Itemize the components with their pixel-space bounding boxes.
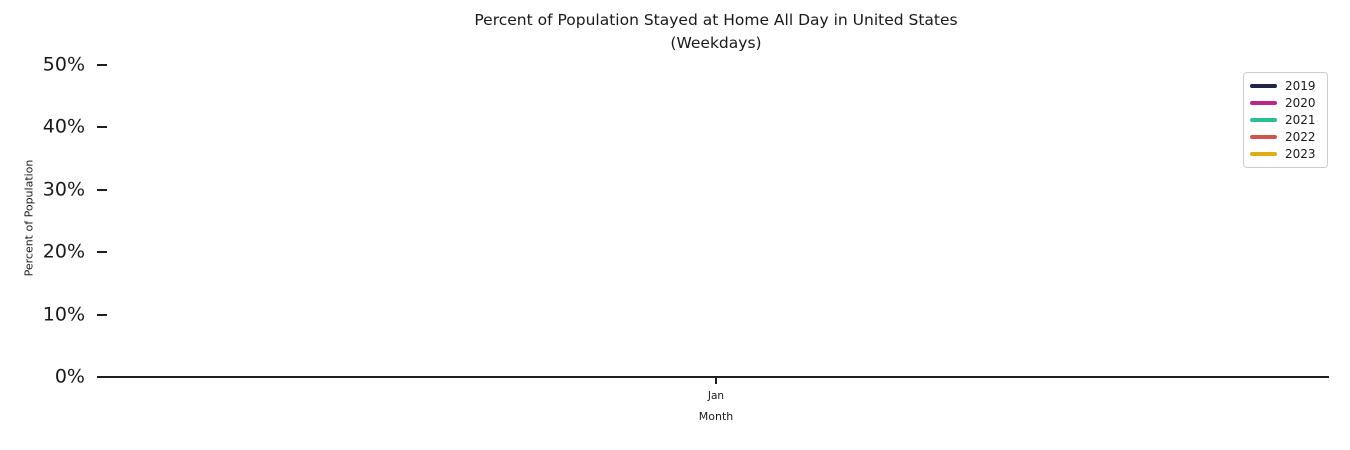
x-axis-line: [97, 376, 1329, 378]
legend-label: 2019: [1285, 79, 1316, 93]
legend-label: 2023: [1285, 147, 1316, 161]
y-tick-label: 30%: [42, 178, 85, 201]
legend-item-2019: 2019: [1250, 80, 1321, 92]
legend-item-2022: 2022: [1250, 131, 1321, 143]
y-tick-label: 40%: [42, 115, 85, 138]
y-tick-mark: [97, 126, 107, 129]
x-tick-label: Jan: [707, 390, 725, 402]
legend-label: 2021: [1285, 113, 1316, 127]
legend-line-2019-icon: [1250, 84, 1277, 88]
legend-label: 2022: [1285, 130, 1316, 144]
legend-line-2023-icon: [1250, 152, 1277, 156]
x-tick-mark: [715, 378, 717, 384]
legend-item-2023: 2023: [1250, 148, 1321, 160]
y-tick-mark: [97, 64, 107, 66]
y-tick-mark: [97, 313, 107, 316]
y-tick-label: 50%: [42, 53, 85, 76]
legend: 2019 2020 2021 2022 2023: [1243, 72, 1328, 168]
legend-line-2022-icon: [1250, 135, 1277, 139]
chart-subtitle: (Weekdays): [670, 33, 762, 52]
legend-item-2020: 2020: [1250, 97, 1321, 109]
legend-line-2021-icon: [1250, 118, 1277, 122]
chart-title-block: Percent of Population Stayed at Home All…: [103, 9, 1329, 54]
chart-title: Percent of Population Stayed at Home All…: [474, 11, 958, 29]
y-tick-mark: [97, 251, 107, 254]
y-tick-label: 20%: [42, 240, 85, 263]
y-tick-mark: [97, 188, 107, 191]
legend-line-2020-icon: [1250, 101, 1277, 105]
legend-label: 2020: [1285, 96, 1316, 110]
y-tick-label: 0%: [54, 365, 85, 388]
legend-item-2021: 2021: [1250, 114, 1321, 126]
y-tick-label: 10%: [42, 303, 85, 326]
x-axis-label: Month: [698, 410, 734, 423]
